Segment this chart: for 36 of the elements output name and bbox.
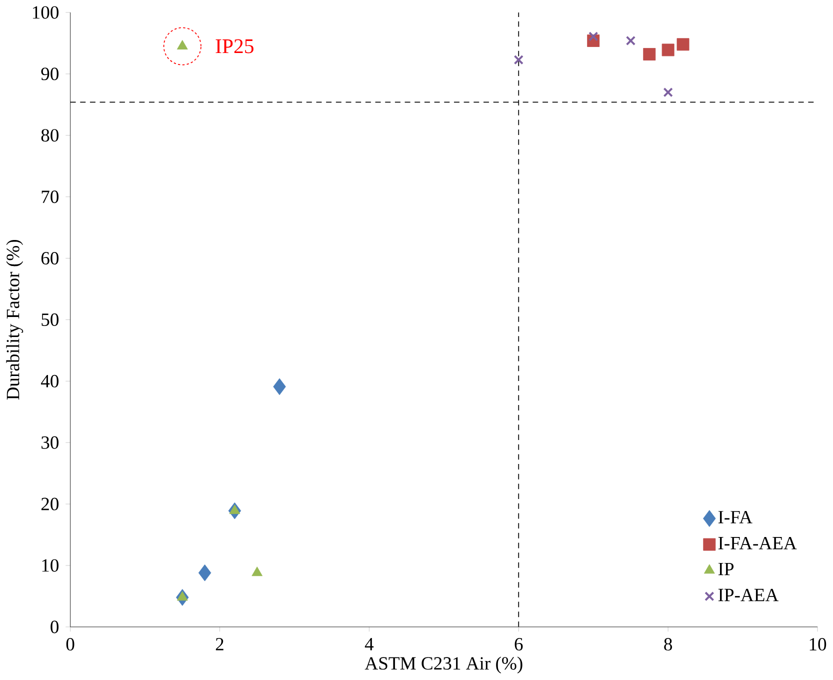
x-tick-label: 8 xyxy=(664,638,672,651)
y-tick-label: 10 xyxy=(42,559,59,572)
x-tick-label: 0 xyxy=(66,638,74,651)
y-tick-label: 100 xyxy=(32,6,59,19)
y-tick-label: 40 xyxy=(40,375,59,388)
x-tick-label: 4 xyxy=(364,638,374,650)
y-tick-label: 0 xyxy=(50,620,59,634)
point xyxy=(643,48,656,61)
y-tick-label: 50 xyxy=(42,314,59,326)
y-tick-label: 60 xyxy=(41,252,59,265)
legend-label: IP-AEA xyxy=(718,589,779,602)
point xyxy=(663,88,673,98)
annotation: IP25 xyxy=(216,39,254,54)
x-axis-title: ASTM C231 Air (%) xyxy=(364,656,522,674)
point xyxy=(626,36,636,46)
legend-label: IP xyxy=(718,563,734,576)
point xyxy=(273,378,286,396)
y-tick-label: 20 xyxy=(41,498,59,510)
point xyxy=(514,55,524,65)
point xyxy=(176,591,188,601)
x-tick-label: 10 xyxy=(810,638,826,651)
x-tick-label: 6 xyxy=(514,638,523,651)
point xyxy=(229,504,240,514)
y-tick-label: 70 xyxy=(42,190,59,204)
point xyxy=(588,32,598,42)
point xyxy=(198,564,212,582)
legend-label: I-FA-AEA xyxy=(718,537,797,550)
legend-label: I-FA xyxy=(718,511,752,524)
point xyxy=(252,566,263,576)
point xyxy=(676,38,690,51)
y-tick-label: 90 xyxy=(41,68,59,80)
y-tick-label: 30 xyxy=(42,436,59,450)
y-tick-label: 80 xyxy=(41,129,59,142)
y-axis-title: Durability Factor (%) xyxy=(6,240,24,400)
point xyxy=(662,44,674,56)
x-tick-label: 2 xyxy=(216,638,224,650)
